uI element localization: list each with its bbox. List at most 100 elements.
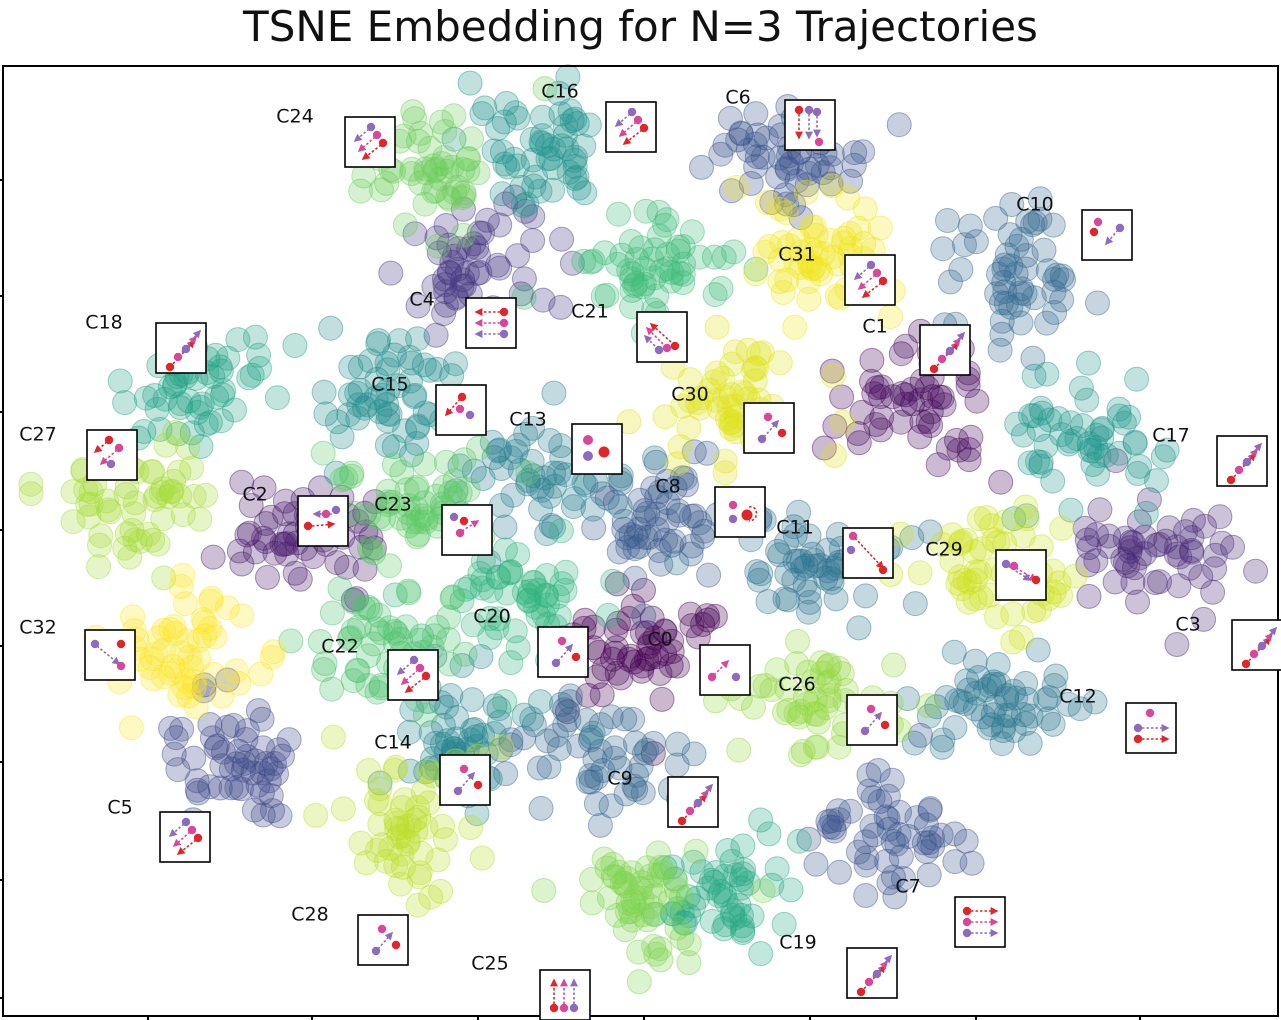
point-c3 bbox=[1117, 539, 1143, 564]
point-c31 bbox=[783, 250, 809, 276]
point-c26 bbox=[804, 734, 830, 760]
point-c19 bbox=[730, 917, 756, 943]
point-c26 bbox=[788, 742, 813, 768]
point-c13 bbox=[538, 512, 564, 538]
point-c19 bbox=[764, 856, 790, 882]
point-c7 bbox=[825, 798, 851, 824]
point-c31 bbox=[768, 247, 793, 273]
point-c13 bbox=[560, 494, 586, 520]
point-c20 bbox=[470, 567, 496, 593]
point-c16 bbox=[564, 164, 590, 190]
cluster-label-c21: C21 bbox=[571, 301, 608, 323]
point-c27 bbox=[76, 504, 102, 530]
point-c32 bbox=[171, 675, 197, 700]
point-c11 bbox=[786, 548, 811, 574]
point-c0 bbox=[620, 593, 646, 619]
point-c19 bbox=[730, 861, 756, 887]
point-c15 bbox=[375, 408, 401, 434]
point-c29 bbox=[1048, 582, 1074, 608]
point-c28 bbox=[428, 878, 454, 904]
point-c13 bbox=[481, 445, 507, 470]
cluster-label-c29: C29 bbox=[925, 539, 962, 561]
point-c17 bbox=[1058, 497, 1084, 523]
point-c29 bbox=[1008, 624, 1034, 650]
point-c12 bbox=[994, 686, 1020, 712]
point-c25 bbox=[668, 884, 694, 910]
point-c3 bbox=[1220, 534, 1246, 560]
point-c5 bbox=[230, 757, 256, 783]
point-c21 bbox=[655, 242, 681, 267]
point-c10 bbox=[1013, 243, 1039, 268]
point-c1 bbox=[889, 381, 915, 406]
point-c12 bbox=[981, 671, 1007, 697]
point-c10 bbox=[1007, 280, 1033, 306]
point-c13 bbox=[532, 465, 557, 491]
point-c19 bbox=[748, 807, 774, 833]
point-c12 bbox=[973, 677, 999, 703]
point-c21 bbox=[631, 271, 657, 297]
cluster-icon-c24 bbox=[344, 116, 396, 168]
point-c25 bbox=[626, 939, 652, 965]
point-c12 bbox=[963, 680, 989, 706]
point-c32 bbox=[119, 715, 144, 741]
point-c26 bbox=[826, 655, 852, 681]
point-c7 bbox=[865, 758, 891, 783]
point-c13 bbox=[561, 486, 587, 512]
point-c23 bbox=[451, 447, 477, 473]
point-c29 bbox=[961, 539, 987, 565]
point-c5 bbox=[250, 735, 276, 761]
point-c2 bbox=[282, 560, 308, 586]
point-c16 bbox=[552, 122, 578, 148]
point-c19 bbox=[706, 883, 732, 909]
point-c10 bbox=[987, 337, 1013, 363]
point-c25 bbox=[579, 890, 605, 916]
point-c13 bbox=[546, 460, 572, 486]
point-c16 bbox=[495, 154, 521, 180]
point-c9 bbox=[598, 793, 624, 819]
point-c18 bbox=[208, 408, 234, 434]
point-c5 bbox=[253, 751, 279, 776]
point-c29 bbox=[981, 527, 1007, 553]
cluster-label-c19: C19 bbox=[779, 932, 816, 954]
point-c4 bbox=[437, 260, 463, 286]
point-c12 bbox=[1001, 717, 1027, 743]
point-c17 bbox=[1154, 437, 1180, 463]
point-c31 bbox=[817, 227, 843, 253]
point-c17 bbox=[1028, 453, 1054, 479]
point-c28 bbox=[383, 754, 409, 780]
point-c11 bbox=[793, 553, 819, 579]
point-c4 bbox=[505, 243, 531, 269]
point-c21 bbox=[646, 199, 672, 225]
point-c27 bbox=[86, 554, 112, 580]
point-c29 bbox=[952, 567, 978, 593]
point-c3 bbox=[1136, 487, 1162, 513]
point-c7 bbox=[882, 884, 908, 910]
cluster-label-c3: C3 bbox=[1175, 614, 1200, 636]
point-c19 bbox=[676, 903, 702, 929]
point-c32 bbox=[137, 655, 163, 680]
point-c16 bbox=[472, 95, 498, 121]
point-c17 bbox=[1090, 415, 1115, 441]
point-c0 bbox=[608, 665, 634, 691]
point-c27 bbox=[193, 482, 219, 508]
point-c0 bbox=[649, 686, 675, 712]
point-c16 bbox=[489, 139, 515, 165]
point-c18 bbox=[167, 395, 193, 421]
point-c7 bbox=[920, 825, 945, 851]
point-c32 bbox=[183, 694, 209, 720]
point-c4 bbox=[445, 256, 470, 282]
point-c16 bbox=[509, 174, 535, 200]
point-c22 bbox=[382, 619, 408, 644]
point-c26 bbox=[801, 701, 827, 727]
point-c21 bbox=[687, 244, 713, 270]
point-c14 bbox=[462, 717, 488, 742]
point-c27 bbox=[113, 482, 139, 507]
point-c15 bbox=[399, 350, 425, 376]
point-c21 bbox=[646, 223, 672, 249]
point-c6 bbox=[818, 171, 844, 197]
point-c6 bbox=[842, 140, 868, 166]
point-c16 bbox=[501, 146, 527, 172]
point-c22 bbox=[356, 643, 381, 669]
point-c24 bbox=[374, 170, 400, 196]
point-c20 bbox=[492, 537, 518, 563]
